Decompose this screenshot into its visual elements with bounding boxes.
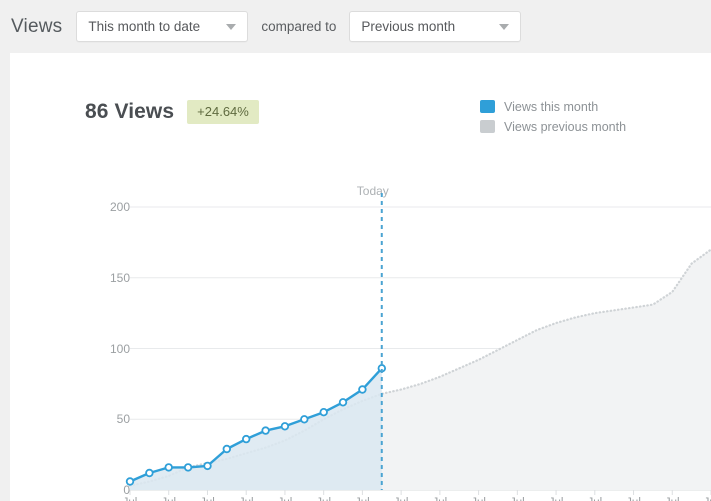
x-tick-month: Jul — [228, 496, 264, 501]
legend-item-previous-month: Views previous month — [480, 118, 626, 135]
x-axis-tick-label: Jul25 — [577, 496, 613, 501]
x-axis-tick-label: Jul27 — [616, 496, 652, 501]
compare-range-value: Previous month — [361, 19, 456, 34]
toolbar: Views This month to date compared to Pre… — [0, 0, 711, 53]
x-axis-tick-label: Jul3 — [151, 496, 187, 501]
compare-range-select[interactable]: Previous month — [349, 11, 522, 42]
x-axis-tick-label: Jul11 — [306, 496, 342, 501]
x-tick-month: Jul — [461, 496, 497, 501]
x-axis-tick-label: Jul19 — [461, 496, 497, 501]
legend-label: Views this month — [504, 99, 599, 114]
y-axis: 0 50 100 150 200 — [86, 146, 130, 501]
x-axis-tick-label: Jul9 — [267, 496, 303, 501]
x-tick-month: Jul — [422, 496, 458, 501]
x-tick-month: Jul — [538, 496, 574, 501]
x-tick-month: Jul — [616, 496, 652, 501]
x-tick-month: Jul — [267, 496, 303, 501]
x-tick-month: Jul — [383, 496, 419, 501]
chart-plot-area — [125, 193, 711, 495]
x-tick-month: Jul — [693, 496, 711, 501]
x-axis-tick-label: Jul29 — [654, 496, 690, 501]
x-tick-month: Jul — [654, 496, 690, 501]
legend-swatch-blue — [480, 100, 495, 113]
x-tick-month: Jul — [499, 496, 535, 501]
chart-legend: Views this month Views previous month — [480, 98, 626, 138]
x-axis-tick-label: Jul21 — [499, 496, 535, 501]
date-range-select[interactable]: This month to date — [76, 11, 249, 42]
x-tick-month: Jul — [306, 496, 342, 501]
x-tick-month: Jul — [577, 496, 613, 501]
x-axis-tick-label: Jul23 — [538, 496, 574, 501]
x-tick-month: Jul — [112, 496, 148, 501]
chevron-down-icon — [499, 23, 510, 30]
x-axis-tick-label: Jul31 — [693, 496, 711, 501]
legend-label: Views previous month — [504, 119, 627, 134]
chart-card: 86 Views +24.64% Views this month Views … — [10, 53, 711, 501]
x-axis-tick-label: Jul7 — [228, 496, 264, 501]
metric-value: 86 Views — [85, 100, 175, 123]
x-tick-month: Jul — [151, 496, 187, 501]
y-axis-tick-label: 200 — [109, 200, 130, 214]
y-axis-tick-label: 100 — [109, 341, 130, 356]
x-axis-tick-label: Jul5 — [189, 496, 225, 501]
legend-swatch-gray — [480, 120, 495, 133]
legend-item-this-month: Views this month — [480, 98, 626, 115]
x-tick-month: Jul — [344, 496, 380, 501]
y-axis-tick-label: 50 — [116, 412, 130, 427]
x-axis-tick-label: Jul1 — [112, 496, 148, 501]
status-badge: +24.64% — [187, 100, 259, 124]
compared-to-label: compared to — [261, 19, 337, 34]
x-axis: Jul1Jul3Jul5Jul7Jul9Jul11Jul13Jul15Jul17… — [86, 496, 711, 501]
date-range-value: This month to date — [88, 19, 201, 34]
page-title: Views — [11, 15, 63, 37]
x-tick-month: Jul — [189, 496, 225, 501]
x-axis-tick-label: Jul15 — [383, 496, 419, 501]
chevron-down-icon — [226, 23, 237, 30]
y-axis-tick-label: 0 — [123, 483, 130, 497]
x-axis-tick-label: Jul17 — [422, 496, 458, 501]
x-axis-tick-label: Jul13 — [344, 496, 380, 501]
y-axis-tick-label: 150 — [109, 270, 130, 285]
metric-summary: 86 Views +24.64% — [85, 100, 259, 124]
